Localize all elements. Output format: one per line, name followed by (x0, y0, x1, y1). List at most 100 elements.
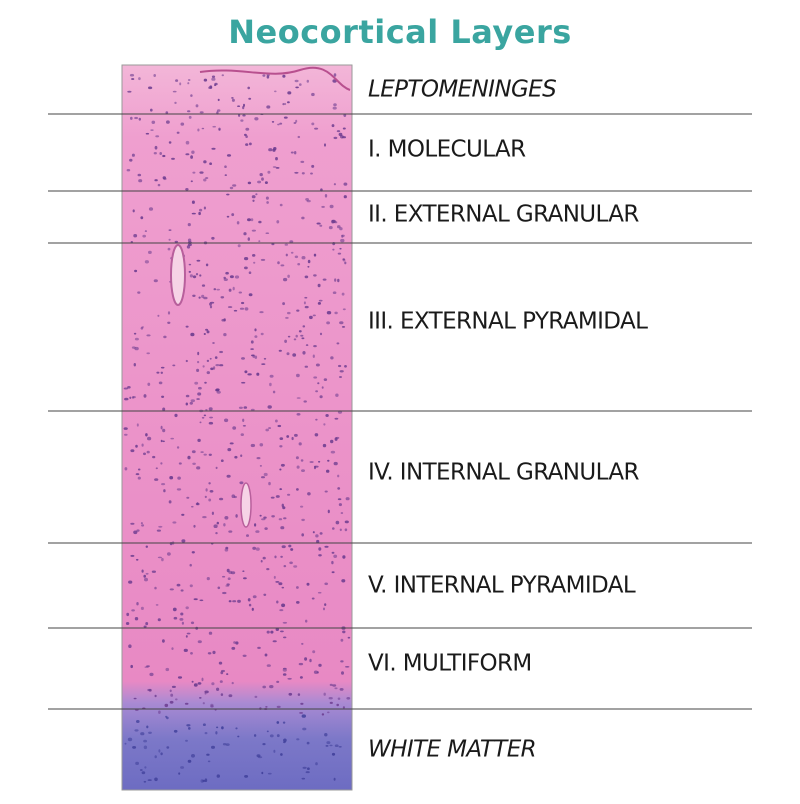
nucleus (332, 291, 337, 295)
nucleus (261, 476, 265, 479)
nucleus (157, 314, 160, 317)
nucleus (247, 86, 250, 90)
nucleus (233, 309, 238, 312)
nucleus (244, 266, 248, 270)
nucleus (202, 702, 205, 705)
nucleus (201, 294, 205, 299)
nucleus (130, 554, 135, 557)
nucleus (241, 381, 246, 384)
nucleus (191, 680, 194, 683)
nucleus (198, 211, 201, 216)
nucleus (219, 680, 223, 683)
nucleus (339, 321, 344, 325)
nucleus (264, 181, 268, 185)
nucleus (298, 662, 304, 666)
nucleus (140, 327, 144, 330)
nucleus (324, 603, 327, 606)
nucleus (287, 493, 291, 496)
nucleus (250, 443, 256, 448)
nucleus (211, 511, 214, 515)
nucleus (203, 453, 207, 456)
nucleus (284, 102, 287, 106)
nucleus (262, 74, 266, 77)
nucleus (131, 78, 135, 80)
nucleus (142, 234, 146, 238)
nucleus (154, 145, 158, 150)
nucleus (154, 478, 159, 481)
nucleus (203, 296, 208, 300)
nucleus (128, 644, 132, 648)
nucleus (321, 205, 325, 208)
nucleus (268, 481, 271, 486)
nucleus (275, 167, 280, 169)
nucleus (167, 311, 171, 315)
nucleus (209, 416, 214, 419)
nucleus (227, 577, 231, 580)
nucleus (279, 488, 283, 491)
nucleus (309, 461, 314, 463)
nucleus (287, 335, 291, 338)
nucleus (186, 632, 191, 635)
nucleus (330, 356, 334, 360)
nucleus (186, 245, 191, 249)
nucleus (204, 732, 208, 735)
nucleus (301, 469, 305, 472)
nucleus (155, 467, 158, 470)
nucleus (276, 705, 281, 709)
nucleus (154, 179, 158, 182)
nucleus (191, 505, 194, 508)
nucleus (190, 621, 195, 625)
nucleus (169, 588, 174, 591)
nucleus (306, 582, 310, 586)
nucleus (255, 193, 258, 196)
nucleus (255, 547, 260, 551)
nucleus (140, 216, 144, 220)
nucleus (240, 454, 243, 458)
nucleus (235, 727, 238, 730)
nucleus (311, 597, 315, 600)
nucleus (257, 756, 263, 759)
nucleus (147, 382, 151, 386)
nucleus (196, 259, 201, 262)
nucleus (319, 332, 323, 336)
nucleus (313, 376, 318, 379)
nucleus (264, 527, 268, 530)
nucleus (344, 261, 347, 265)
nucleus (146, 352, 150, 355)
nucleus (282, 302, 285, 306)
nucleus (303, 400, 307, 403)
nucleus (124, 742, 127, 745)
cells (123, 66, 351, 783)
nucleus (275, 495, 280, 498)
nucleus (259, 465, 262, 467)
nucleus (187, 82, 190, 85)
nucleus (206, 371, 210, 375)
nucleus (207, 652, 212, 655)
nucleus (225, 743, 230, 746)
nucleus (312, 531, 315, 534)
nucleus (294, 255, 299, 259)
nucleus (337, 278, 340, 283)
nucleus (342, 555, 346, 559)
nucleus (179, 82, 182, 86)
nucleus (137, 476, 141, 480)
nucleus (312, 314, 316, 317)
nucleus (215, 364, 220, 367)
nucleus (318, 663, 322, 667)
nucleus (270, 630, 274, 634)
nucleus (304, 365, 308, 368)
nucleus (282, 103, 285, 106)
nucleus (332, 242, 336, 246)
nucleus (149, 672, 154, 677)
nucleus (229, 442, 234, 445)
nucleus (311, 92, 315, 97)
nucleus (136, 423, 139, 427)
nucleus (202, 516, 207, 519)
nucleus (150, 129, 154, 132)
nucleus (248, 97, 252, 100)
nucleus (148, 86, 152, 90)
nucleus (296, 465, 300, 469)
nucleus (231, 98, 235, 102)
nucleus (133, 363, 136, 367)
nucleus (276, 220, 280, 224)
